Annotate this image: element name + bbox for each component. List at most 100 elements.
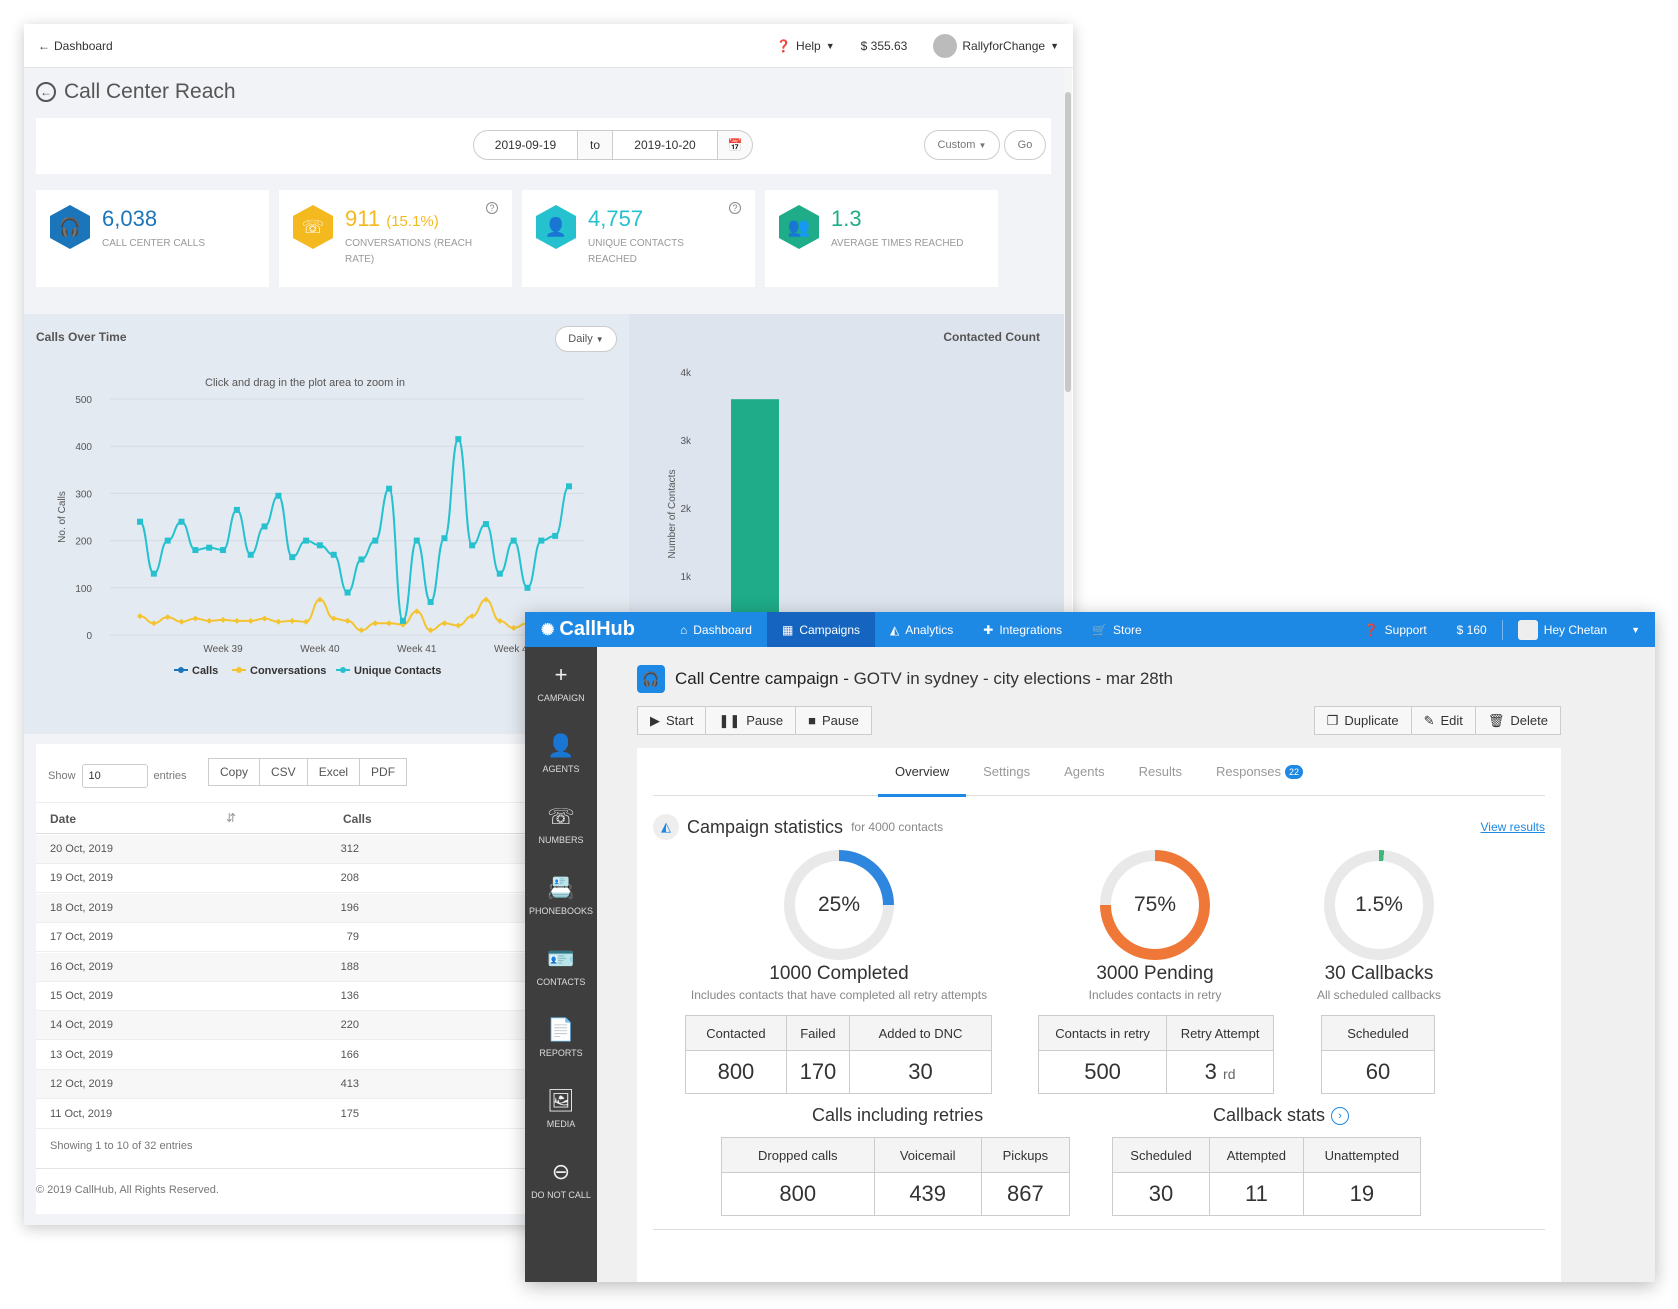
data-point[interactable]: [344, 589, 351, 596]
data-point[interactable]: [150, 570, 157, 577]
data-point[interactable]: [358, 627, 365, 634]
data-point[interactable]: [178, 518, 185, 525]
data-point[interactable]: [192, 547, 199, 554]
calls-column-header[interactable]: Calls: [343, 812, 372, 826]
sidebar-item-reports[interactable]: 📄 REPORTS: [539, 1017, 583, 1058]
sidebar-item-contacts[interactable]: 🪪 CONTACTS: [536, 946, 586, 987]
data-point[interactable]: [455, 622, 462, 629]
delete-button[interactable]: 🗑 Delete: [1475, 706, 1561, 735]
sidebar-item-phonebooks[interactable]: 📇 PHONEBOOKS: [528, 875, 593, 916]
data-point[interactable]: [552, 532, 559, 539]
data-point[interactable]: [233, 617, 240, 624]
tab-overview[interactable]: Overview: [877, 748, 967, 797]
data-point[interactable]: [137, 613, 143, 620]
data-point[interactable]: [233, 506, 240, 513]
data-point[interactable]: [150, 620, 157, 627]
data-point[interactable]: [178, 618, 185, 625]
data-point[interactable]: [206, 617, 213, 624]
data-point[interactable]: [220, 547, 227, 554]
data-point[interactable]: [399, 621, 406, 628]
data-point[interactable]: [372, 537, 379, 544]
legend-item[interactable]: Unique Contacts: [336, 665, 441, 677]
help-menu[interactable]: ❓ Help ▼: [776, 38, 835, 53]
data-point[interactable]: [496, 617, 503, 624]
data-point[interactable]: [469, 613, 476, 620]
data-point[interactable]: [469, 542, 476, 549]
sidebar-item-agents[interactable]: 👤 AGENTS: [542, 733, 580, 774]
data-point[interactable]: [192, 615, 199, 622]
data-point[interactable]: [399, 617, 406, 624]
pause-button[interactable]: ❚❚ Pause: [706, 706, 797, 735]
sort-icon[interactable]: ⇵: [226, 811, 237, 825]
data-point[interactable]: [496, 570, 503, 577]
data-point[interactable]: [386, 485, 393, 492]
data-point[interactable]: [524, 584, 531, 591]
data-point[interactable]: [372, 620, 379, 627]
range-select[interactable]: Custom ▼: [924, 130, 1000, 160]
calendar-icon[interactable]: 📅: [718, 130, 753, 160]
stop-button[interactable]: ■ Pause: [796, 706, 872, 735]
data-point[interactable]: [330, 551, 337, 558]
data-point[interactable]: [316, 542, 323, 549]
start-button[interactable]: ▶ Start: [637, 706, 707, 735]
sidebar-item-campaign[interactable]: + CAMPAIGN: [537, 662, 585, 703]
edit-button[interactable]: ✎ Edit: [1411, 706, 1476, 735]
data-point[interactable]: [206, 544, 213, 551]
csv-button[interactable]: CSV: [260, 758, 308, 786]
data-point[interactable]: [220, 616, 227, 623]
legend-item[interactable]: Conversations: [232, 665, 326, 677]
data-point[interactable]: [441, 535, 448, 542]
tab-agents[interactable]: Agents: [1064, 764, 1105, 779]
back-circle-icon[interactable]: ←: [36, 82, 56, 102]
data-point[interactable]: [261, 523, 268, 530]
go-button[interactable]: Go: [1004, 130, 1046, 160]
sidebar-item-do-not-call[interactable]: ⊖ DO NOT CALL: [531, 1159, 591, 1200]
data-point[interactable]: [413, 537, 420, 544]
data-point[interactable]: [482, 596, 489, 603]
back-arrow-icon[interactable]: ←: [38, 38, 50, 53]
nav-dashboard[interactable]: ⌂ Dashboard: [680, 622, 752, 637]
data-point[interactable]: [303, 537, 310, 544]
data-point[interactable]: [247, 551, 254, 558]
tab-results[interactable]: Results: [1138, 764, 1182, 779]
data-point[interactable]: [164, 537, 171, 544]
data-point[interactable]: [289, 554, 296, 561]
data-point[interactable]: [275, 492, 282, 499]
pdf-button[interactable]: PDF: [360, 758, 408, 786]
data-point[interactable]: [427, 598, 434, 605]
data-point[interactable]: [413, 608, 420, 615]
data-point[interactable]: [137, 518, 143, 525]
data-point[interactable]: [510, 624, 517, 631]
view-results-link[interactable]: View results: [1480, 820, 1545, 834]
entries-select[interactable]: 10: [81, 764, 148, 788]
tab-responses[interactable]: Responses 22: [1199, 748, 1320, 795]
sidebar-item-numbers[interactable]: ☏ NUMBERS: [538, 804, 584, 845]
interval-select[interactable]: Daily ▼: [555, 326, 617, 352]
chevron-right-icon[interactable]: ›: [1331, 1106, 1350, 1125]
data-point[interactable]: [441, 620, 448, 627]
info-icon[interactable]: ?: [729, 202, 741, 214]
data-point[interactable]: [358, 556, 365, 563]
data-point[interactable]: [344, 617, 351, 624]
data-point[interactable]: [510, 537, 517, 544]
data-point[interactable]: [427, 627, 434, 634]
data-point[interactable]: [482, 521, 489, 528]
nav-analytics[interactable]: ◭ Analytics: [890, 622, 954, 637]
calls-line-chart[interactable]: Click and drag in the plot area to zoom …: [24, 314, 629, 734]
nav-store[interactable]: 🛒 Store: [1092, 622, 1142, 637]
user-menu[interactable]: Hey Chetan ▼: [1503, 612, 1655, 647]
data-point[interactable]: [316, 596, 323, 603]
callhub-logo[interactable]: ✺ CallHub: [541, 618, 635, 640]
info-icon[interactable]: ?: [486, 202, 498, 214]
data-point[interactable]: [386, 620, 393, 627]
date-to-input[interactable]: 2019-10-20: [613, 130, 718, 160]
nav-integrations[interactable]: ✚ Integrations: [983, 622, 1063, 637]
data-point[interactable]: [330, 615, 337, 622]
date-from-input[interactable]: 2019-09-19: [473, 130, 578, 160]
duplicate-button[interactable]: ❐ Duplicate: [1313, 706, 1412, 735]
data-point[interactable]: [164, 614, 171, 621]
data-point[interactable]: [566, 483, 572, 490]
data-point[interactable]: [275, 618, 282, 625]
data-point[interactable]: [261, 615, 268, 622]
data-point[interactable]: [247, 617, 254, 624]
